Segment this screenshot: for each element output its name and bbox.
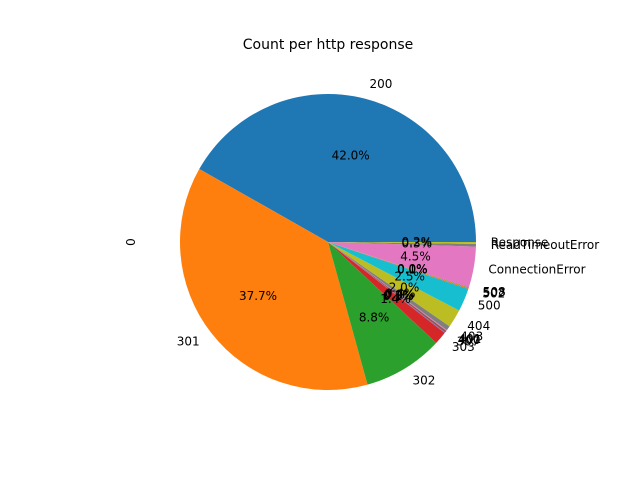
slice-label-5: 400 (458, 333, 481, 347)
y-axis-label: 0 (124, 238, 138, 246)
slice-percent-2: 8.8% (359, 310, 390, 324)
chart-title: Count per http response (243, 37, 414, 53)
slice-percent-9: 2.5% (394, 269, 425, 283)
pie-slice-2 (328, 242, 437, 385)
slice-label-13: ConnectionError (488, 262, 585, 276)
pie-slice-11 (328, 242, 469, 289)
slice-label-15: Response (491, 236, 549, 250)
slice-percent-1: 37.7% (239, 289, 277, 303)
slice-percent-12: 0.0% (397, 262, 428, 276)
slice-label-12: 508 (483, 285, 506, 299)
slice-label-14: ReadTimeoutError (491, 238, 599, 252)
pie-slice-8 (328, 242, 460, 327)
slice-percent-4: 0.1% (383, 289, 414, 303)
slice-percent-15: 0.2% (402, 235, 433, 249)
slice-label-1: 301 (177, 335, 200, 349)
slice-percent-14: 0.3% (402, 236, 433, 250)
pie-slice-10 (328, 242, 469, 290)
slice-label-3: 303 (452, 340, 475, 354)
pie-slice-13 (328, 242, 476, 288)
pie-slice-4 (328, 242, 446, 334)
slice-percent-13: 4.5% (400, 250, 431, 264)
slice-percent-11: 0.1% (397, 262, 428, 276)
slice-label-11: 503 (483, 286, 506, 300)
slice-label-0: 200 (370, 77, 393, 91)
pie-wedges (179, 93, 477, 390)
slice-label-8: 404 (467, 319, 490, 333)
slice-label-10: 502 (482, 286, 505, 300)
pie-slice-6 (328, 242, 447, 331)
slice-label-2: 302 (412, 374, 435, 388)
pie-slice-15 (328, 242, 477, 244)
pie-slice-5 (328, 242, 447, 333)
slice-percent-8: 2.0% (389, 280, 420, 294)
slice-percent-6: 0.0% (384, 288, 415, 302)
slice-label-7: 403 (460, 329, 483, 343)
slice-percent-10: 0.0% (397, 263, 428, 277)
pie-slice-9 (328, 242, 469, 311)
slice-percent-3: 1.4% (380, 292, 411, 306)
slice-label-4: 307 (457, 334, 480, 348)
slice-label-9: 500 (478, 298, 501, 312)
pie-slice-1 (179, 169, 368, 390)
pie-slice-12 (328, 242, 469, 288)
pie-slice-7 (328, 242, 450, 331)
pie-slice-0 (199, 93, 476, 242)
pie-labels: 200 42.0% 301 37.7% 302 8.8% 303 1.4% 307 0.1% 400… (177, 77, 599, 388)
slice-label-6: 401 (459, 332, 482, 346)
slice-percent-7: 0.4% (385, 286, 416, 300)
pie-slice-14 (328, 242, 476, 247)
slice-percent-5: 0.2% (383, 288, 414, 302)
pie-slice-3 (328, 242, 445, 343)
slice-percent-0: 42.0% (332, 149, 370, 163)
